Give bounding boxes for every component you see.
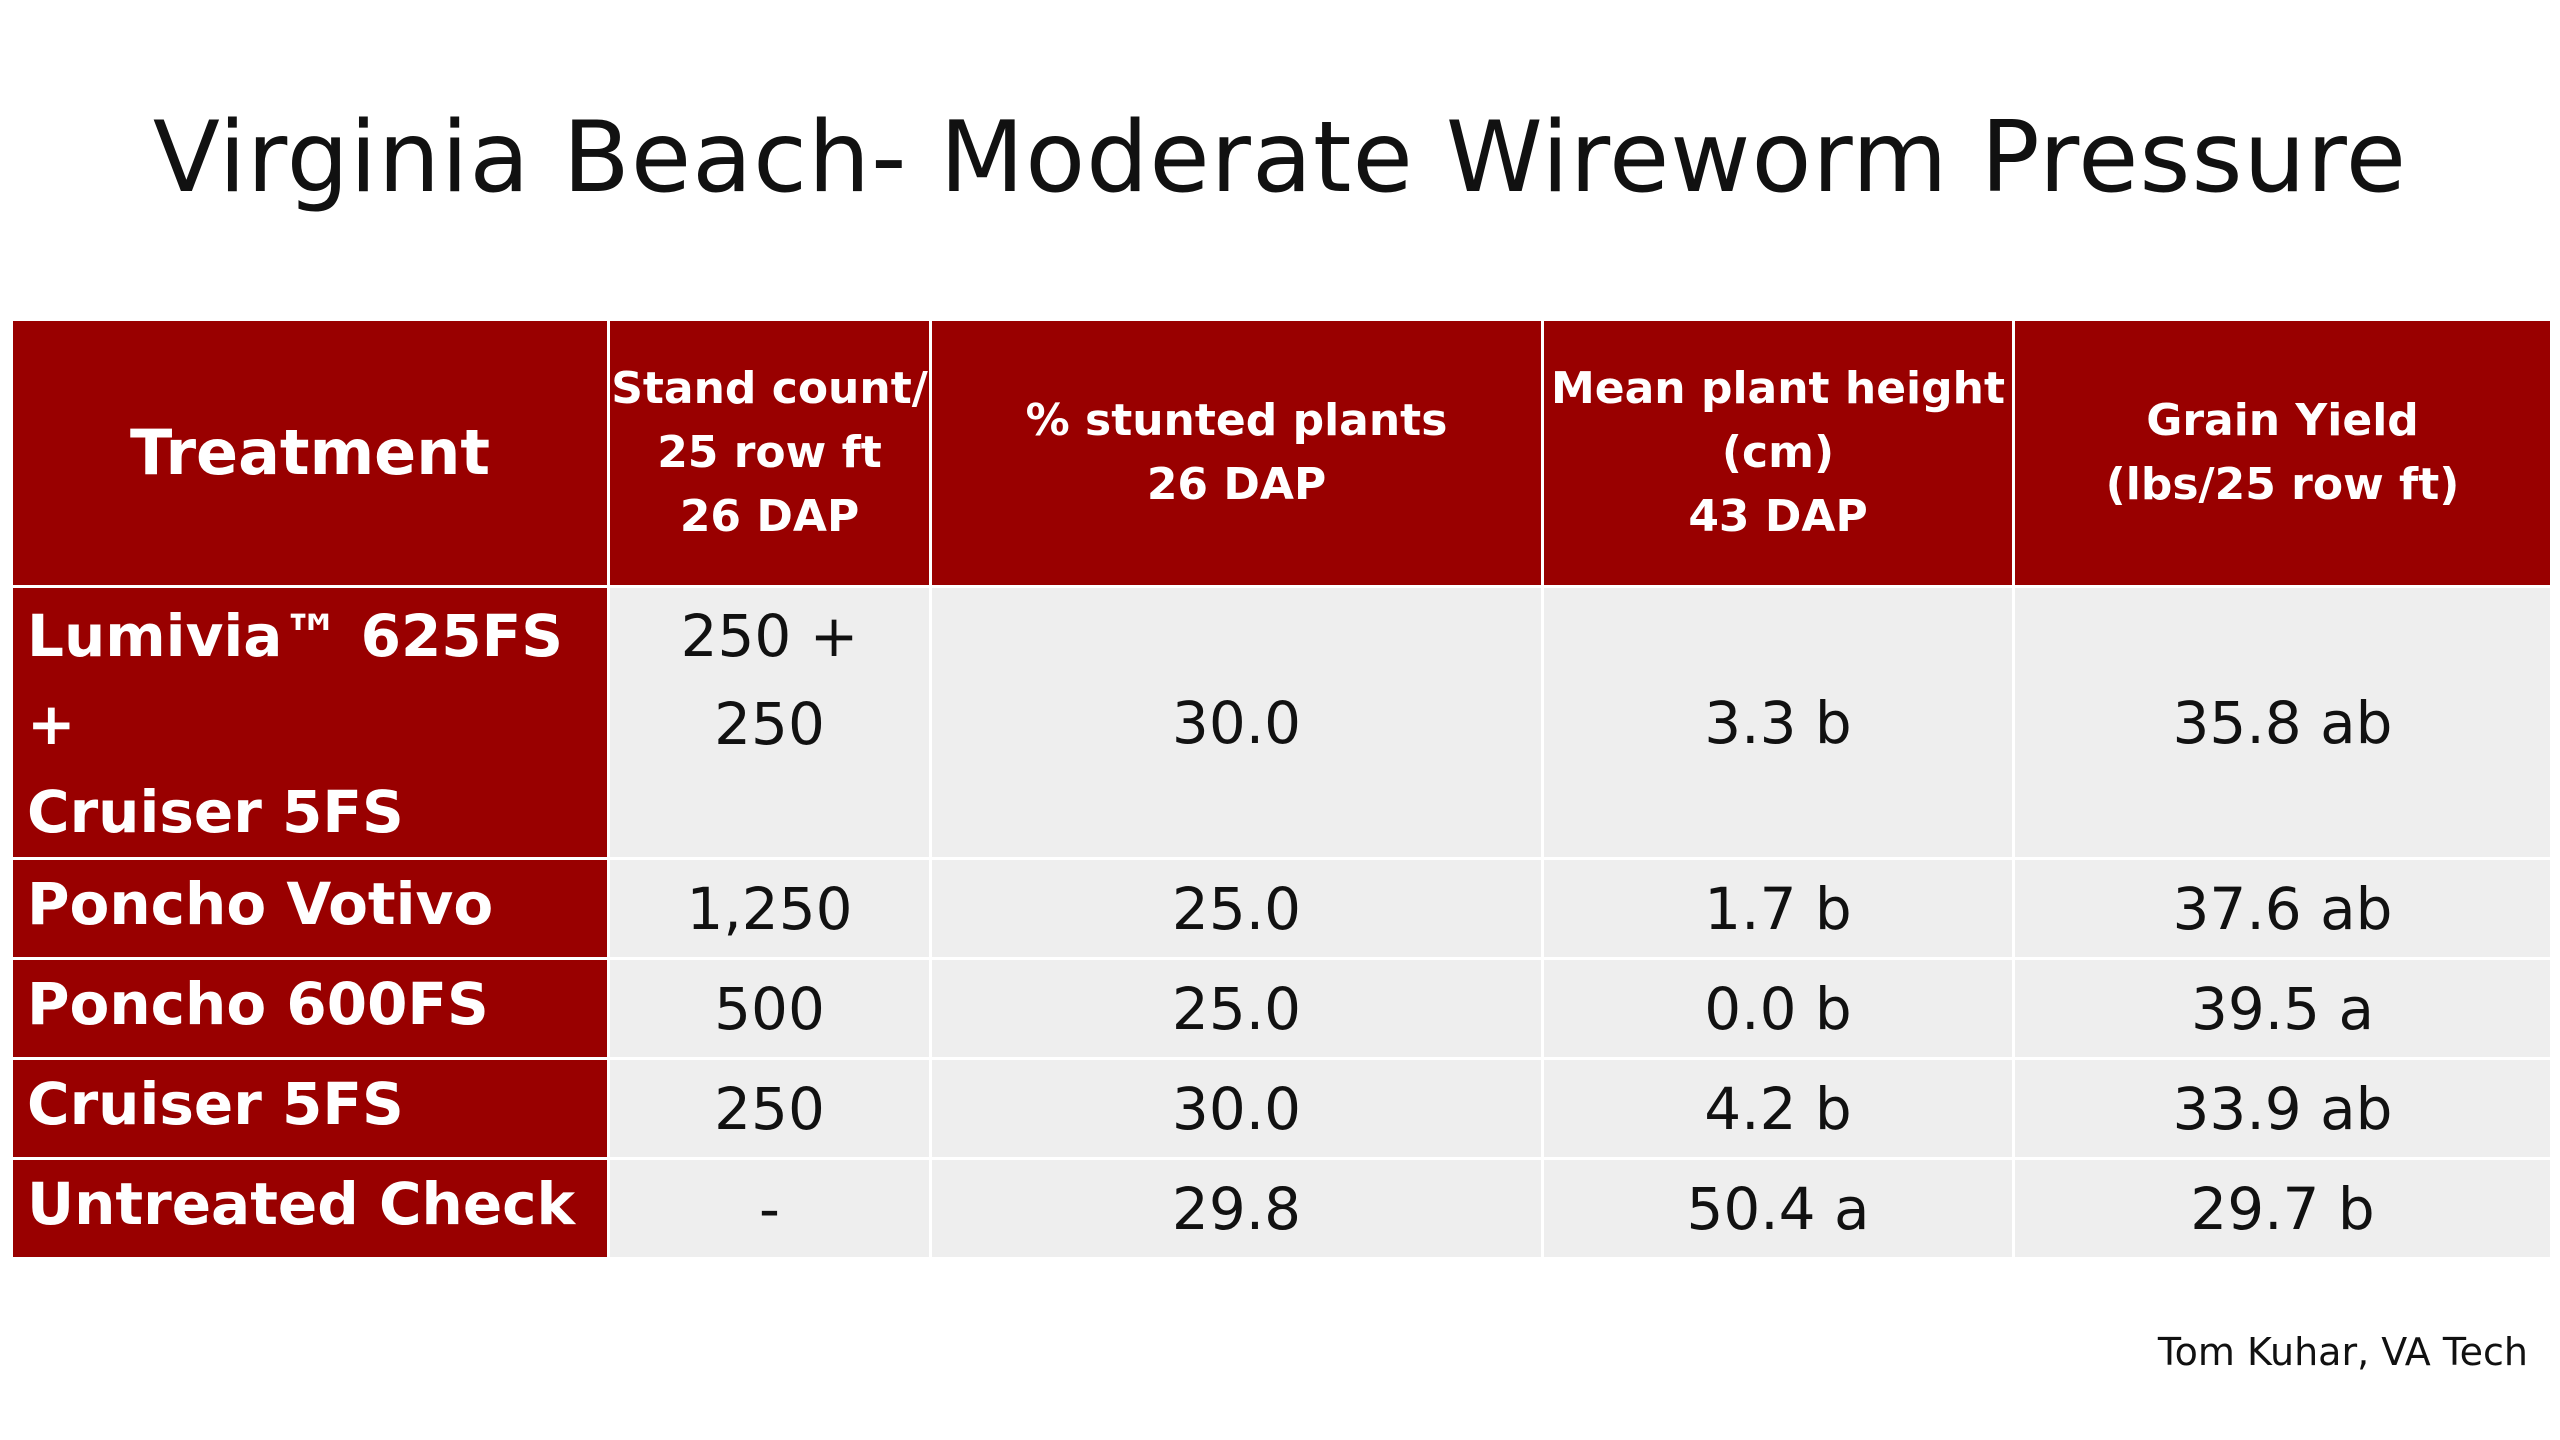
table-row: Lumivia™ 625FS + Cruiser 5FS 250 + 250 3… <box>10 585 2553 860</box>
height-cell: 4.2 b <box>1541 1057 2015 1160</box>
table-row: Poncho Votivo 1,250 25.0 1.7 b 37.6 ab <box>10 857 2553 960</box>
stand-count-cell: 500 <box>607 957 932 1060</box>
treatment-cell: Poncho 600FS <box>10 957 610 1060</box>
results-table: Treatment Stand count/ 25 row ft 26 DAP … <box>10 318 2553 1260</box>
height-cell: 1.7 b <box>1541 857 2015 960</box>
yield-cell: 39.5 a <box>2012 957 2553 1060</box>
stunted-cell: 25.0 <box>929 857 1544 960</box>
header-treatment: Treatment <box>10 318 610 588</box>
treatment-cell: Lumivia™ 625FS + Cruiser 5FS <box>10 585 610 860</box>
height-cell: 3.3 b <box>1541 585 2015 860</box>
yield-cell: 29.7 b <box>2012 1157 2553 1260</box>
header-stand-count: Stand count/ 25 row ft 26 DAP <box>607 318 932 588</box>
table-row: Cruiser 5FS 250 30.0 4.2 b 33.9 ab <box>10 1057 2553 1160</box>
stand-count-cell: - <box>607 1157 932 1260</box>
header-stunted-plants: % stunted plants 26 DAP <box>929 318 1544 588</box>
stunted-cell: 29.8 <box>929 1157 1544 1260</box>
table-row: Untreated Check - 29.8 50.4 a 29.7 b <box>10 1157 2553 1260</box>
header-grain-yield: Grain Yield (lbs/25 row ft) <box>2012 318 2553 588</box>
table-row: Poncho 600FS 500 25.0 0.0 b 39.5 a <box>10 957 2553 1060</box>
height-cell: 50.4 a <box>1541 1157 2015 1260</box>
stunted-cell: 25.0 <box>929 957 1544 1060</box>
stand-count-cell: 250 + 250 <box>607 585 932 860</box>
height-cell: 0.0 b <box>1541 957 2015 1060</box>
slide-title: Virginia Beach- Moderate Wireworm Pressu… <box>152 101 2408 215</box>
stunted-cell: 30.0 <box>929 585 1544 860</box>
treatment-cell: Cruiser 5FS <box>10 1057 610 1160</box>
treatment-cell: Poncho Votivo <box>10 857 610 960</box>
source-credit: Tom Kuhar, VA Tech <box>2157 1330 2528 1374</box>
yield-cell: 35.8 ab <box>2012 585 2553 860</box>
treatment-cell: Untreated Check <box>10 1157 610 1260</box>
yield-cell: 37.6 ab <box>2012 857 2553 960</box>
header-plant-height: Mean plant height (cm) 43 DAP <box>1541 318 2015 588</box>
stand-count-cell: 250 <box>607 1057 932 1160</box>
stunted-cell: 30.0 <box>929 1057 1544 1160</box>
stand-count-cell: 1,250 <box>607 857 932 960</box>
table-header-row: Treatment Stand count/ 25 row ft 26 DAP … <box>10 318 2553 588</box>
yield-cell: 33.9 ab <box>2012 1057 2553 1160</box>
